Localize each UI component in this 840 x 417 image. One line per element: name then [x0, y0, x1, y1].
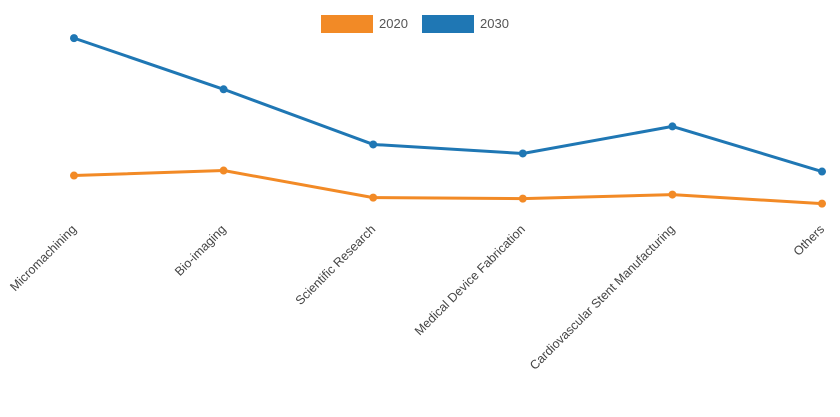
- x-tick-label-cardiovascular-stent-manufacturing: Cardiovascular Stent Manufacturing: [527, 222, 677, 372]
- x-tick-label-micromachining: Micromachining: [7, 222, 79, 294]
- legend-label-2030: 2030: [480, 16, 509, 31]
- x-tick-label-others: Others: [791, 222, 827, 258]
- data-point-2020-bio-imaging[interactable]: [219, 166, 228, 175]
- series-line-2020: [72, 169, 824, 206]
- series-line-2030: [72, 36, 824, 174]
- data-point-2030-scientific-research[interactable]: [369, 140, 378, 149]
- chart-legend: 2020 2030: [321, 15, 509, 33]
- legend-label-2020: 2020: [379, 16, 408, 31]
- x-tick-label-medical-device-fabrication: Medical Device Fabrication: [412, 222, 528, 338]
- data-point-2030-bio-imaging[interactable]: [219, 85, 228, 94]
- data-point-2020-micromachining[interactable]: [70, 171, 78, 180]
- data-point-2030-medical-device-fabrication[interactable]: [518, 149, 527, 158]
- data-point-2020-cardiovascular-stent-manufacturing[interactable]: [668, 190, 677, 199]
- data-point-2020-scientific-research[interactable]: [369, 193, 378, 202]
- series-lines: [70, 34, 826, 208]
- data-point-2030-cardiovascular-stent-manufacturing[interactable]: [668, 122, 677, 131]
- data-point-2030-others[interactable]: [818, 167, 826, 176]
- data-point-2020-medical-device-fabrication[interactable]: [518, 194, 527, 203]
- x-tick-label-bio-imaging: Bio-imaging: [172, 222, 229, 279]
- legend-swatch-2030[interactable]: [422, 15, 474, 33]
- data-point-2020-others[interactable]: [818, 199, 826, 208]
- x-axis-tick-labels: Micromachining Bio-imaging Scientific Rese…: [7, 222, 827, 372]
- x-tick-label-scientific-research: Scientific Research: [293, 222, 379, 308]
- legend-swatch-2020[interactable]: [321, 15, 373, 33]
- data-point-2030-micromachining[interactable]: [70, 34, 78, 43]
